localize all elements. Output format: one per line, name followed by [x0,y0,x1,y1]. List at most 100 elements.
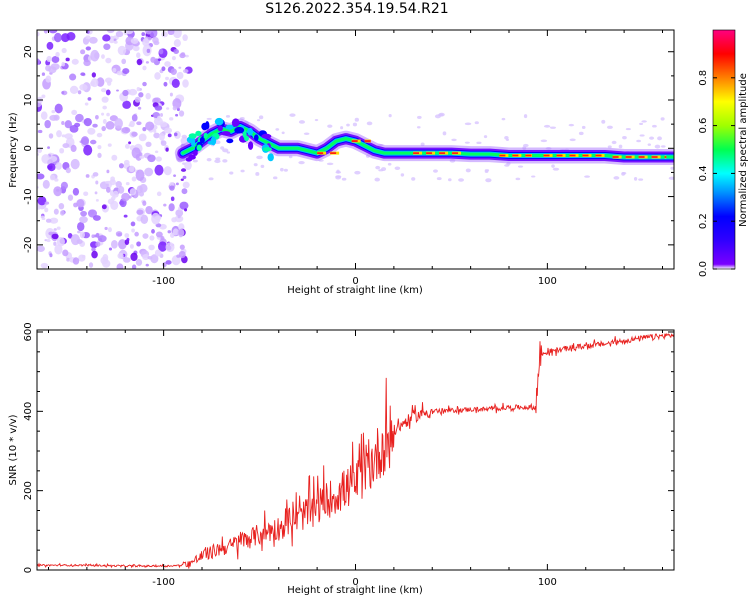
noise-speckle [164,127,173,134]
noise-speckle [128,141,132,145]
noise-speckle [523,143,529,148]
noise-speckle [37,245,45,252]
noise-speckle [374,177,380,182]
noise-speckle [54,32,62,43]
ridge-blob [192,150,198,156]
noise-speckle [88,36,98,44]
noise-speckle [45,75,52,83]
noise-speckle [112,67,117,73]
noise-speckle [636,139,642,143]
noise-speckle [70,234,81,246]
noise-speckle [613,176,620,180]
noise-speckle [102,105,108,110]
noise-speckle [45,218,52,223]
noise-speckle [182,162,186,165]
noise-speckle [451,138,457,142]
noise-speckle [60,181,68,190]
noise-speckle [115,181,122,188]
noise-speckle [49,253,53,258]
noise-speckle [96,77,105,87]
noise-speckle [647,143,651,146]
noise-speckle [255,172,260,176]
noise-speckle [138,133,147,142]
noise-speckle [474,121,479,125]
noise-speckle [622,135,627,140]
noise-speckle [607,145,612,149]
noise-speckle [638,178,644,181]
noise-speckle [458,178,465,182]
ridge-blob [185,157,193,162]
noise-speckle [91,234,95,239]
noise-speckle [44,207,49,213]
noise-speckle [69,73,77,81]
noise-speckle [354,117,359,122]
noise-speckle [163,203,167,207]
x-tick-label: 0 [352,276,358,287]
noise-speckle [178,66,182,69]
noise-speckle [67,194,74,201]
ridge-blob [247,141,254,150]
noise-speckle [51,110,56,114]
noise-speckle [260,164,265,169]
noise-speckle [335,175,342,180]
noise-speckle [649,136,655,140]
noise-speckle [37,129,43,134]
noise-speckle [140,214,149,225]
noise-speckle [504,135,509,140]
noise-speckle [483,135,488,139]
noise-speckle [119,200,125,205]
noise-speckle [378,169,384,172]
noise-speckle [225,115,231,118]
noise-speckle [180,168,187,172]
noise-speckle [121,58,127,65]
noise-speckle [97,145,102,150]
noise-speckle [145,263,149,267]
noise-speckle [128,165,135,173]
noise-speckle [145,30,152,35]
noise-speckle [53,228,57,231]
noise-speckle [154,164,164,176]
noise-speckle [181,188,188,195]
noise-speckle [77,230,81,234]
noise-speckle [112,190,119,198]
noise-speckle [41,217,46,221]
noise-speckle [145,121,155,131]
noise-speckle [107,81,112,86]
noise-speckle [107,30,115,34]
y-tick-label: 0 [23,145,34,151]
noise-speckle [155,156,162,162]
noise-speckle [142,81,147,87]
noise-speckle [136,87,141,92]
noise-speckle [185,54,189,58]
noise-speckle [298,120,306,124]
noise-speckle [60,33,70,43]
noise-speckle [142,200,147,206]
noise-speckle [258,115,264,120]
snr-series-line [37,332,674,569]
noise-speckle [146,48,151,54]
noise-speckle [515,177,521,181]
noise-speckle [106,169,110,174]
noise-speckle [128,88,138,96]
x-tick-label: -100 [152,577,175,588]
noise-speckle [150,254,159,264]
noise-speckle [411,177,416,181]
noise-speckle [661,145,666,148]
noise-speckle [165,147,169,152]
ridge-blob [253,134,259,141]
noise-speckle [55,51,60,58]
noise-speckle [169,117,174,121]
noise-speckle [175,209,184,217]
noise-speckle [46,238,51,243]
noise-speckle [100,88,107,93]
noise-speckle [104,77,113,84]
noise-speckle [222,148,229,153]
ridge-blob [210,136,217,146]
noise-speckle [639,122,644,125]
noise-speckle [95,180,99,185]
noise-speckle [91,72,96,78]
noise-speckle [64,133,73,140]
noise-speckle [171,217,177,223]
colorbar-tick-label: 0.8 [698,70,709,86]
noise-speckle [41,94,46,99]
